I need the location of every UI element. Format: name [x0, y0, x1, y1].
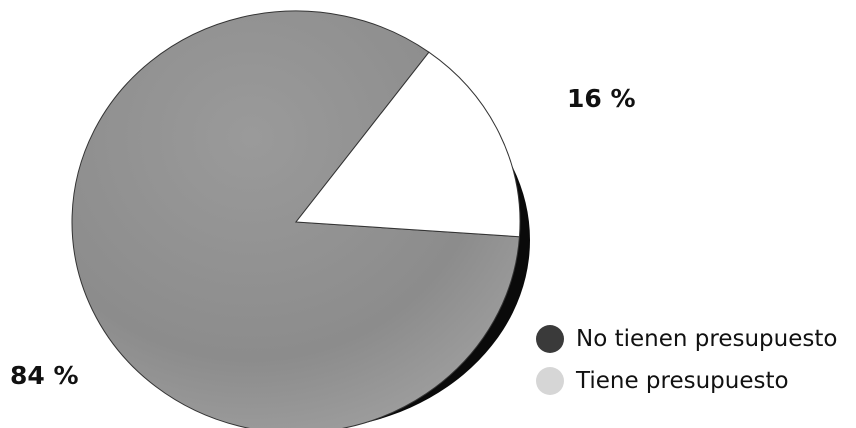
- pie-slice-no-presupuesto: [71, 10, 520, 428]
- pie-labels: 84 % 16 %: [10, 84, 636, 390]
- legend-item-no-presupuesto: No tienen presupuesto: [536, 323, 837, 355]
- pie-slices: [71, 10, 521, 428]
- pie-slice-presupuesto: [295, 51, 521, 238]
- legend-swatch-dark: [536, 325, 564, 353]
- data-label-84: 84 %: [10, 361, 79, 390]
- legend-swatch-light: [536, 367, 564, 395]
- data-label-16: 16 %: [567, 84, 636, 113]
- legend-item-presupuesto: Tiene presupuesto: [536, 365, 837, 397]
- legend-label: Tiene presupuesto: [576, 368, 789, 394]
- legend: No tienen presupuesto Tiene presupuesto: [536, 323, 837, 407]
- legend-label: No tienen presupuesto: [576, 326, 838, 352]
